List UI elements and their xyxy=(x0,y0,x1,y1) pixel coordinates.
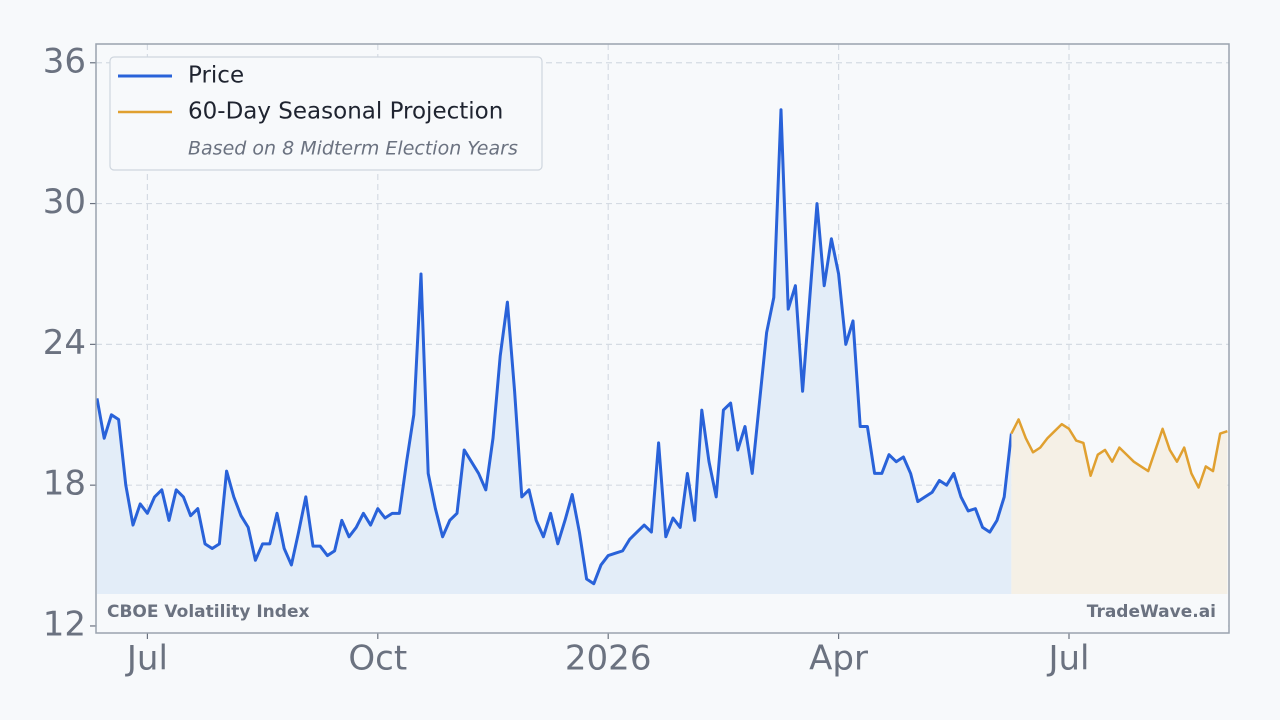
line xyxy=(95,108,1013,586)
source-label: CBOE Volatility Index xyxy=(107,602,309,622)
plot-frame xyxy=(95,43,1230,634)
y-tick-label: 30 xyxy=(43,182,86,222)
legend-label: Price xyxy=(188,63,244,89)
footer-band xyxy=(97,594,1228,631)
x-tick-label: Apr xyxy=(809,639,868,679)
x-tick-label: Oct xyxy=(348,639,407,679)
y-tick-label: 18 xyxy=(43,464,86,504)
x-tick-label: Jul xyxy=(125,639,168,679)
line xyxy=(1010,418,1228,489)
x-tick-label: 2026 xyxy=(565,639,652,679)
legend-label: 60-Day Seasonal Projection xyxy=(188,99,503,125)
y-tick-label: 24 xyxy=(43,323,86,363)
area xyxy=(1011,419,1228,594)
y-tick-label: 12 xyxy=(43,604,86,644)
watermark: TradeWave.ai xyxy=(1087,602,1216,622)
legend-box xyxy=(109,56,543,171)
y-tick-label: 36 xyxy=(43,41,86,81)
area xyxy=(97,109,1012,595)
legend: Price 60-Day Seasonal Projection Based on … xyxy=(109,56,543,171)
legend-note: Based on 8 Midterm Election Years xyxy=(188,138,518,160)
x-tick-label: Jul xyxy=(1046,639,1089,679)
